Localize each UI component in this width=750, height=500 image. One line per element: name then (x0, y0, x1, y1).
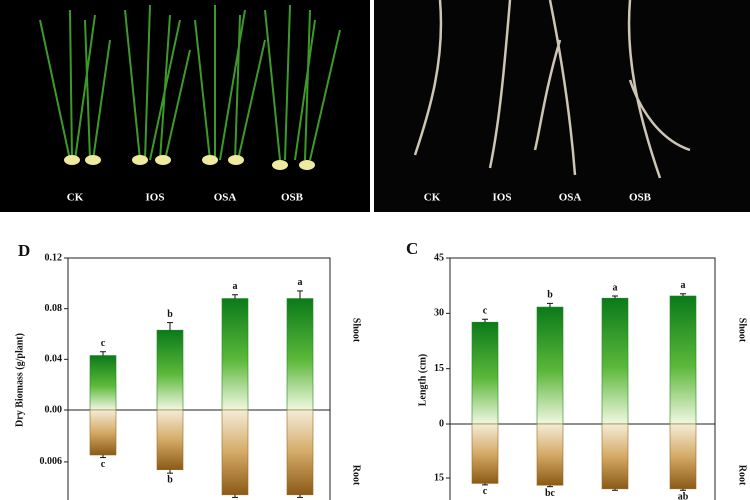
significance-letter: b (167, 309, 173, 320)
panel-label: D (18, 241, 30, 260)
y-tick-label: 0.08 (45, 303, 63, 314)
bar (601, 423, 629, 490)
y-tick-label: 0 (439, 418, 444, 429)
bar (471, 423, 499, 484)
bar (221, 298, 249, 411)
significance-letter: a (613, 282, 618, 293)
y-tick-label: 45 (434, 252, 444, 263)
significance-letter: bc (545, 488, 556, 499)
significance-letter: a (298, 277, 303, 288)
root-photo (374, 0, 750, 212)
series-label: Shoot (737, 318, 748, 343)
series-label: Root (737, 465, 748, 486)
significance-letter: a (233, 281, 238, 292)
y-axis-label: Length (cm) (417, 354, 428, 407)
bar (156, 409, 184, 471)
bar (286, 409, 314, 496)
photo-label: IOS (493, 192, 512, 204)
photo-label: CK (67, 192, 84, 204)
y2-tick-label: 15 (434, 472, 444, 483)
significance-letter: c (483, 306, 488, 317)
bar (221, 409, 249, 496)
photo-label: IOS (146, 192, 165, 204)
bar (536, 423, 564, 486)
bar (669, 423, 697, 490)
bar (89, 409, 117, 456)
significance-letter: c (483, 486, 488, 497)
y-tick-label: 0.00 (45, 404, 63, 415)
y-tick-label: 0.04 (45, 354, 63, 365)
photo-label: OSB (281, 192, 304, 204)
plot-frame (67, 257, 331, 500)
significance-letter: a (681, 280, 686, 291)
series-label: Root (351, 465, 362, 486)
significance-letter: c (101, 338, 106, 349)
significance-letter: c (101, 459, 106, 470)
plants (39, 4, 341, 161)
bar (536, 306, 564, 425)
y-tick-label: 30 (434, 308, 444, 319)
roots (413, 0, 691, 179)
bar (156, 329, 184, 411)
significance-letter: ab (678, 492, 689, 500)
photo-label: OSA (559, 192, 582, 204)
bar (286, 298, 314, 411)
bar (471, 321, 499, 425)
significance-letter: b (167, 474, 173, 485)
y-tick-label: 0.12 (45, 252, 63, 263)
series-label: Shoot (351, 318, 362, 343)
plot-frame (449, 257, 716, 500)
seeds (64, 155, 315, 170)
panel-label: C (406, 239, 418, 258)
photo-label: OSB (629, 192, 652, 204)
bar (601, 297, 629, 425)
photo-label: CK (424, 192, 441, 204)
significance-letter: b (547, 290, 553, 301)
bar (89, 355, 117, 411)
y-tick-label: 15 (434, 363, 444, 374)
y2-tick-label: 0.006 (40, 456, 63, 467)
y-axis-label: Dry Biomass (g/plant) (14, 333, 25, 427)
photo-label: OSA (214, 192, 237, 204)
bar (669, 295, 697, 425)
shoot-photo (0, 0, 370, 212)
